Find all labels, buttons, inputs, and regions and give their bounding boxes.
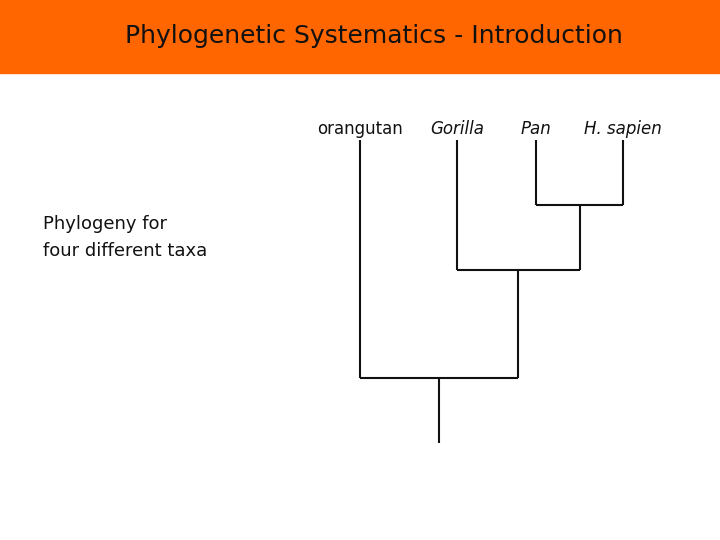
Text: Phylogeny for
four different taxa: Phylogeny for four different taxa	[43, 215, 207, 260]
Text: orangutan: orangutan	[317, 120, 403, 138]
FancyBboxPatch shape	[0, 0, 720, 73]
Text: Phylogenetic Systematics - Introduction: Phylogenetic Systematics - Introduction	[125, 24, 624, 49]
Text: Gorilla: Gorilla	[431, 120, 484, 138]
Text: H. sapien: H. sapien	[584, 120, 662, 138]
Text: Pan: Pan	[521, 120, 552, 138]
